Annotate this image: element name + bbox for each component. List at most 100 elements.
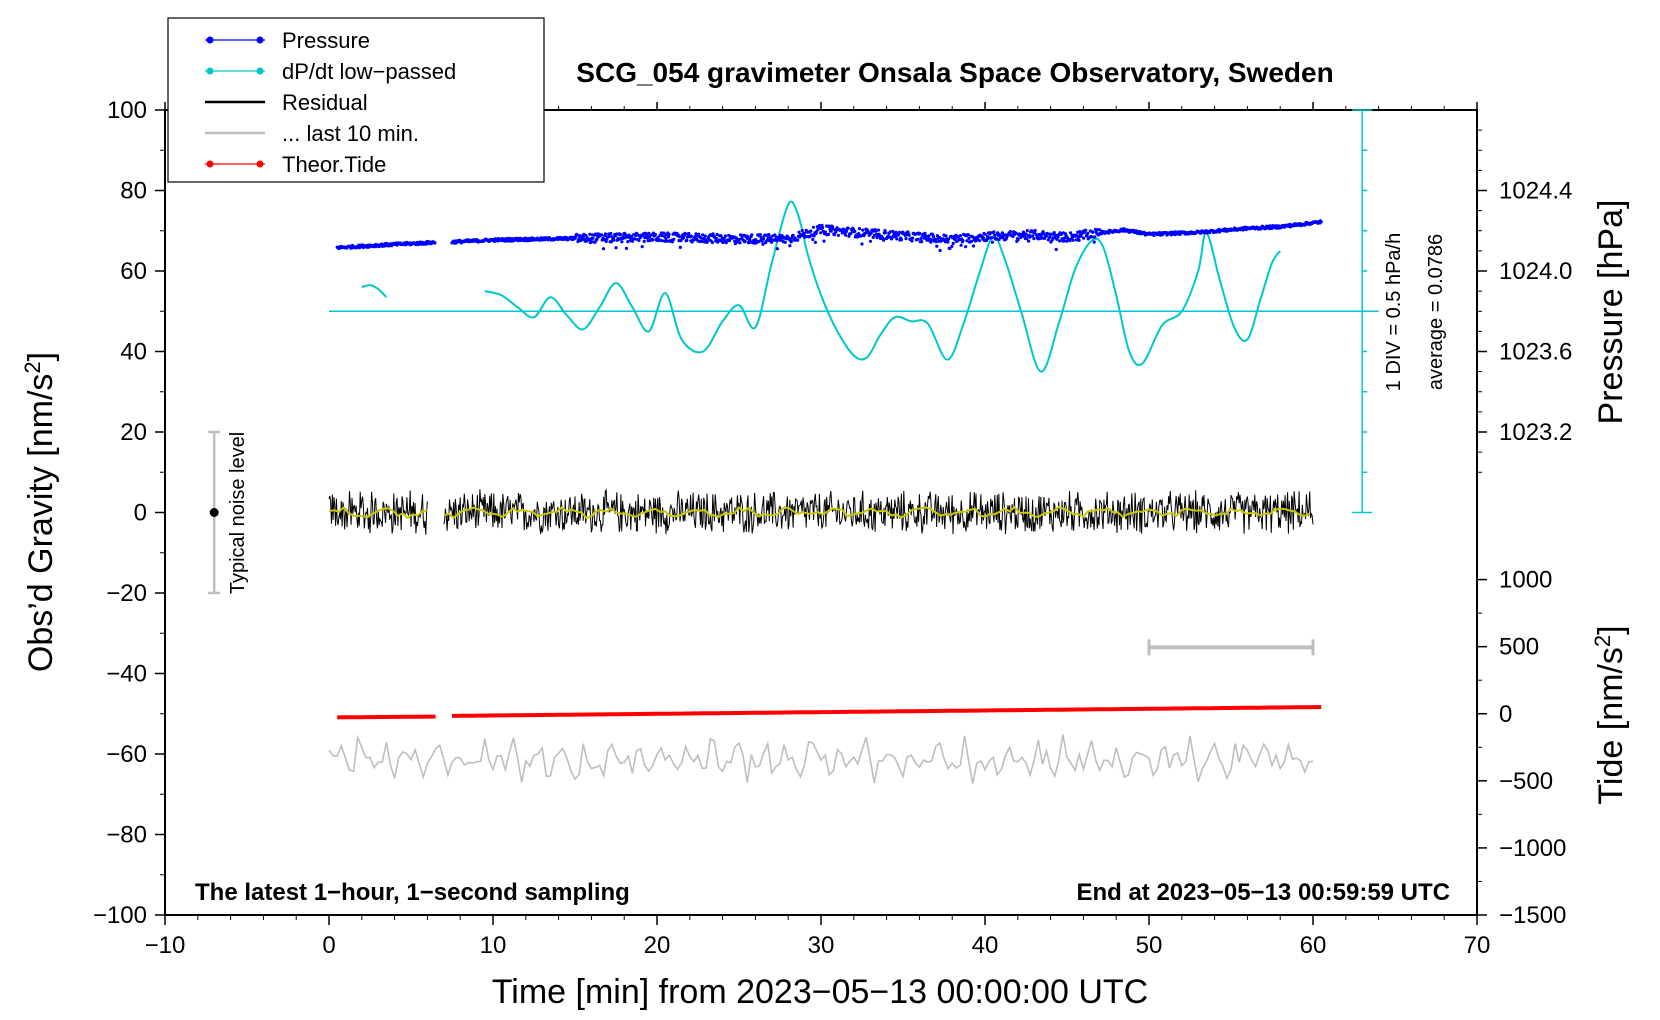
tide-tick-labels: −1500 −1000 −500 0 500 1000 xyxy=(1499,567,1566,929)
pressure-point xyxy=(958,234,963,238)
pressure-point xyxy=(897,230,902,234)
pressure-point xyxy=(594,232,598,236)
pressure-point xyxy=(971,244,976,248)
legend-item: dP/dt low−passed xyxy=(205,59,456,84)
pressure-point xyxy=(802,231,806,235)
pressure-point xyxy=(923,231,927,235)
legend-item: Pressure xyxy=(205,28,370,53)
pressure-point xyxy=(1033,228,1037,233)
pressure-point xyxy=(1032,237,1036,241)
pressure-point xyxy=(672,237,676,241)
series-dpdt-line xyxy=(484,200,1282,373)
annotation-layer xyxy=(208,430,1315,656)
pressure-point xyxy=(811,225,816,229)
pressure-point xyxy=(1001,235,1005,239)
pressure-point xyxy=(612,238,616,242)
pressure-point xyxy=(1086,231,1090,235)
y-tick-label: −40 xyxy=(106,661,147,688)
pressure-point xyxy=(692,238,696,242)
pressure-point xyxy=(1107,231,1111,235)
pressure-point xyxy=(953,237,957,241)
pressure-point xyxy=(1016,238,1020,242)
x-tick-label: 60 xyxy=(1300,932,1327,959)
pressure-point xyxy=(1031,234,1035,238)
pressure-point xyxy=(821,226,825,230)
pressure-point xyxy=(869,231,873,235)
x-tick-label: 40 xyxy=(972,932,999,959)
pressure-point xyxy=(591,236,595,240)
y-axis-title-left-close: ] xyxy=(22,352,60,361)
pressure-point xyxy=(981,236,986,240)
pressure-point xyxy=(832,233,837,237)
pressure-point xyxy=(1014,231,1018,235)
pressure-point xyxy=(603,232,608,236)
pressure-point xyxy=(701,233,705,237)
pressure-point xyxy=(1046,238,1050,242)
pressure-point xyxy=(758,233,762,237)
x-tick-label: 70 xyxy=(1464,932,1491,959)
dpdt-average-label: average = 0.0786 xyxy=(1425,234,1447,390)
pressure-point xyxy=(1063,236,1067,240)
pressure-point xyxy=(813,240,818,244)
legend-label: Pressure xyxy=(282,28,370,53)
pressure-point xyxy=(860,242,864,246)
pressure-point xyxy=(938,248,942,253)
pressure-point xyxy=(791,233,795,237)
tide-tick-label: −1500 xyxy=(1499,902,1566,929)
legend-label: Residual xyxy=(282,90,368,115)
pressure-point xyxy=(1074,238,1079,242)
series-residual-smoothed xyxy=(443,505,1311,520)
pressure-point xyxy=(700,239,704,243)
pressure-tick-label: 1024.4 xyxy=(1499,178,1572,205)
legend-marker xyxy=(206,36,214,44)
legend-marker xyxy=(256,160,264,168)
pressure-point xyxy=(874,229,878,233)
pressure-point xyxy=(844,233,848,237)
pressure-point xyxy=(748,237,752,241)
pressure-point xyxy=(1076,235,1081,239)
pressure-point xyxy=(970,239,974,243)
pressure-point xyxy=(983,232,987,236)
pressure-point xyxy=(829,229,833,233)
legend-marker xyxy=(206,160,214,168)
pressure-point xyxy=(714,236,719,240)
pressure-point xyxy=(678,245,682,249)
series-pressure xyxy=(335,219,1323,253)
pressure-point xyxy=(1319,220,1323,224)
pressure-point xyxy=(1034,233,1039,237)
pressure-point xyxy=(727,239,732,243)
pressure-point xyxy=(1025,229,1029,233)
axis-ticks xyxy=(155,102,1487,925)
pressure-point xyxy=(817,224,822,228)
note-latest-hour: The latest 1−hour, 1−second sampling xyxy=(195,879,630,906)
noise-level-label: Typical noise level xyxy=(227,432,249,594)
series-residual-smoothed xyxy=(328,506,428,520)
pressure-point xyxy=(604,239,608,244)
y-axis-title-tide-sup: 2 xyxy=(1590,635,1615,647)
pressure-point xyxy=(944,234,948,238)
pressure-point xyxy=(1082,236,1086,240)
pressure-point xyxy=(607,234,612,238)
pressure-point xyxy=(994,237,999,241)
y-tick-labels: −100 −80 −60 −40 −20 0 20 40 60 80 100 xyxy=(93,97,147,929)
pressure-point xyxy=(1062,239,1066,243)
pressure-point xyxy=(789,240,793,244)
pressure-point xyxy=(1056,235,1060,239)
pressure-point xyxy=(965,239,969,243)
pressure-point xyxy=(743,239,747,243)
pressure-point xyxy=(811,237,815,242)
pressure-point xyxy=(951,241,955,245)
x-tick-label: −10 xyxy=(145,932,186,959)
pressure-point xyxy=(1077,238,1081,242)
pressure-point xyxy=(929,240,933,244)
pressure-point xyxy=(788,244,792,248)
noise-bar-center xyxy=(209,508,219,517)
pressure-point xyxy=(647,231,651,235)
pressure-point xyxy=(961,239,965,243)
pressure-point xyxy=(602,237,606,242)
x-tick-label: 30 xyxy=(808,932,835,959)
pressure-point xyxy=(867,230,871,234)
pressure-point xyxy=(746,235,750,239)
y-tick-label: 40 xyxy=(120,339,147,366)
series-residual-line xyxy=(328,490,428,535)
